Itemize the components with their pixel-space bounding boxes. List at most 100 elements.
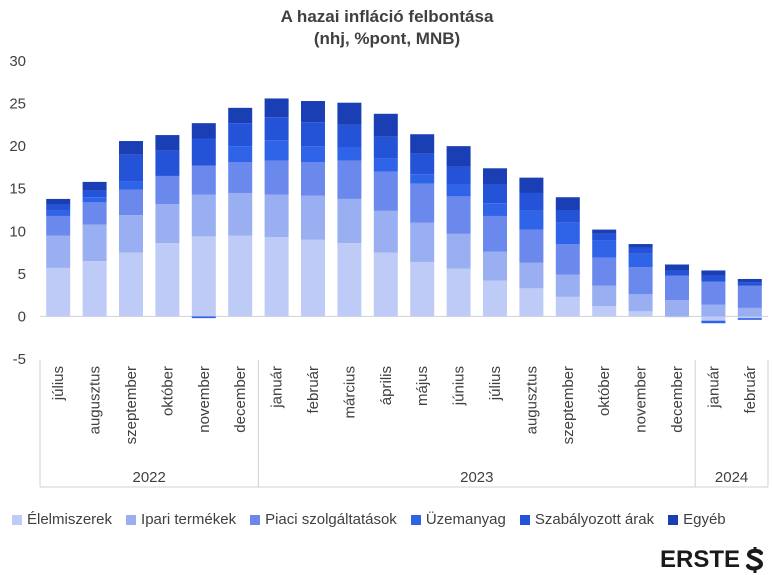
bar-segment: [410, 183, 435, 223]
bar-segment: [592, 240, 617, 258]
legend-item: Egyéb: [668, 511, 726, 528]
bar-segment: [155, 150, 180, 176]
bar-segment: [701, 270, 726, 276]
x-tick-label: szeptember: [123, 366, 140, 444]
chart-title-line1: A hazai infláció felbontása: [280, 7, 494, 26]
bar-segment: [628, 294, 653, 312]
bar-segment: [555, 197, 580, 210]
bar-segment: [483, 203, 507, 216]
bar-segment: [301, 146, 325, 163]
bar-segment: [337, 102, 362, 125]
year-group-label: 2022: [133, 469, 166, 486]
y-tick-label: 15: [9, 181, 26, 198]
x-tick-label: január: [705, 366, 722, 409]
bar-segment: [555, 296, 580, 317]
bar-segment: [446, 196, 471, 234]
y-tick-label: -5: [13, 351, 26, 368]
bar-segment: [519, 192, 544, 211]
bar-segment: [483, 168, 507, 185]
x-tick-label: november: [196, 366, 213, 433]
legend-label: Ipari termékek: [141, 511, 237, 528]
bar-segment: [555, 210, 580, 223]
legend-label: Üzemanyag: [425, 511, 506, 528]
bar-segment: [701, 320, 726, 324]
bar-segment: [737, 318, 762, 320]
bar-segment: [264, 237, 289, 317]
bar-segment: [737, 316, 762, 319]
bar-segment: [446, 233, 471, 269]
y-tick-label: 30: [9, 53, 26, 70]
bar-segment: [373, 171, 398, 211]
bar-segment: [264, 117, 289, 141]
chart-plot: -5 0 5 10 15 20 25 30 július augusztus szeptember o…: [9, 53, 769, 488]
bar-segment: [701, 304, 726, 317]
y-tick-label: 25: [9, 96, 26, 113]
x-tick-label: november: [633, 366, 650, 433]
x-tick-label: január: [269, 366, 286, 409]
bar-segment: [191, 138, 216, 166]
bar-segment: [628, 311, 653, 317]
bar-segment: [555, 222, 580, 245]
x-tick-label: április: [378, 366, 395, 405]
erste-logo: ERSTE: [660, 546, 766, 574]
bar-segment: [592, 285, 617, 307]
bar-segment: [82, 202, 107, 225]
chart-title-line2: (nhj, %pont, MNB): [313, 29, 461, 48]
bar-segment: [446, 184, 471, 197]
x-tick-label: október: [159, 366, 176, 416]
bar-segment: [628, 244, 653, 248]
x-tick-label: május: [414, 366, 431, 406]
chart-legend: Élelmiszerek Ipari termékek Piaci szolgált…: [12, 511, 768, 528]
bar-segment: [119, 141, 143, 155]
bar-segment: [555, 244, 580, 275]
bar-segment: [628, 247, 653, 254]
bar-segment: [191, 316, 216, 319]
x-tick-label: október: [596, 366, 613, 416]
bar-segment: [446, 268, 471, 317]
bar-segment: [46, 210, 71, 216]
bar-segment: [701, 316, 726, 321]
legend-swatch: [519, 514, 530, 525]
bar-segment: [191, 123, 216, 139]
bar-segment: [119, 252, 143, 317]
legend-item: Ipari termékek: [126, 511, 236, 528]
bar-segment: [373, 210, 398, 253]
y-tick-label: 10: [9, 223, 26, 240]
bar-segment: [119, 215, 143, 253]
bar-segment: [373, 113, 398, 137]
bar-segment: [519, 262, 544, 289]
bar-segment: [410, 261, 435, 317]
bar-segment: [519, 229, 544, 263]
x-tick-label: július: [487, 366, 504, 401]
bar-segment: [373, 158, 398, 172]
bar-segment: [410, 134, 435, 154]
bar-segment: [483, 215, 507, 252]
legend-label: Piaci szolgáltatások: [265, 511, 397, 528]
bar-segment: [592, 306, 617, 317]
bar-segment: [82, 190, 107, 198]
bar-segment: [264, 140, 289, 161]
bar-segment: [264, 194, 289, 238]
bar-segment: [46, 215, 71, 236]
bar-segment: [264, 98, 289, 118]
bar-segment: [82, 197, 107, 203]
bar-segment: [46, 198, 71, 205]
bar-segment: [410, 222, 435, 262]
erste-s-icon: [746, 547, 764, 573]
x-tick-label: szeptember: [560, 366, 577, 444]
bar-segment: [228, 123, 253, 147]
bar-segment: [628, 267, 653, 295]
legend-label: Szabályozott árak: [534, 511, 655, 528]
bar-segment: [592, 233, 617, 241]
bar-segment: [737, 278, 762, 283]
bar-segment: [191, 236, 216, 317]
x-tick-label: július: [50, 366, 67, 401]
bar-segment: [228, 192, 253, 236]
bar-segment: [301, 195, 325, 240]
bar-segment: [301, 122, 325, 147]
bar-segment: [483, 280, 507, 317]
bar-segment: [228, 235, 253, 317]
bar-segment: [737, 285, 762, 308]
y-tick-label: 5: [18, 266, 26, 283]
bar-segment: [410, 174, 435, 184]
